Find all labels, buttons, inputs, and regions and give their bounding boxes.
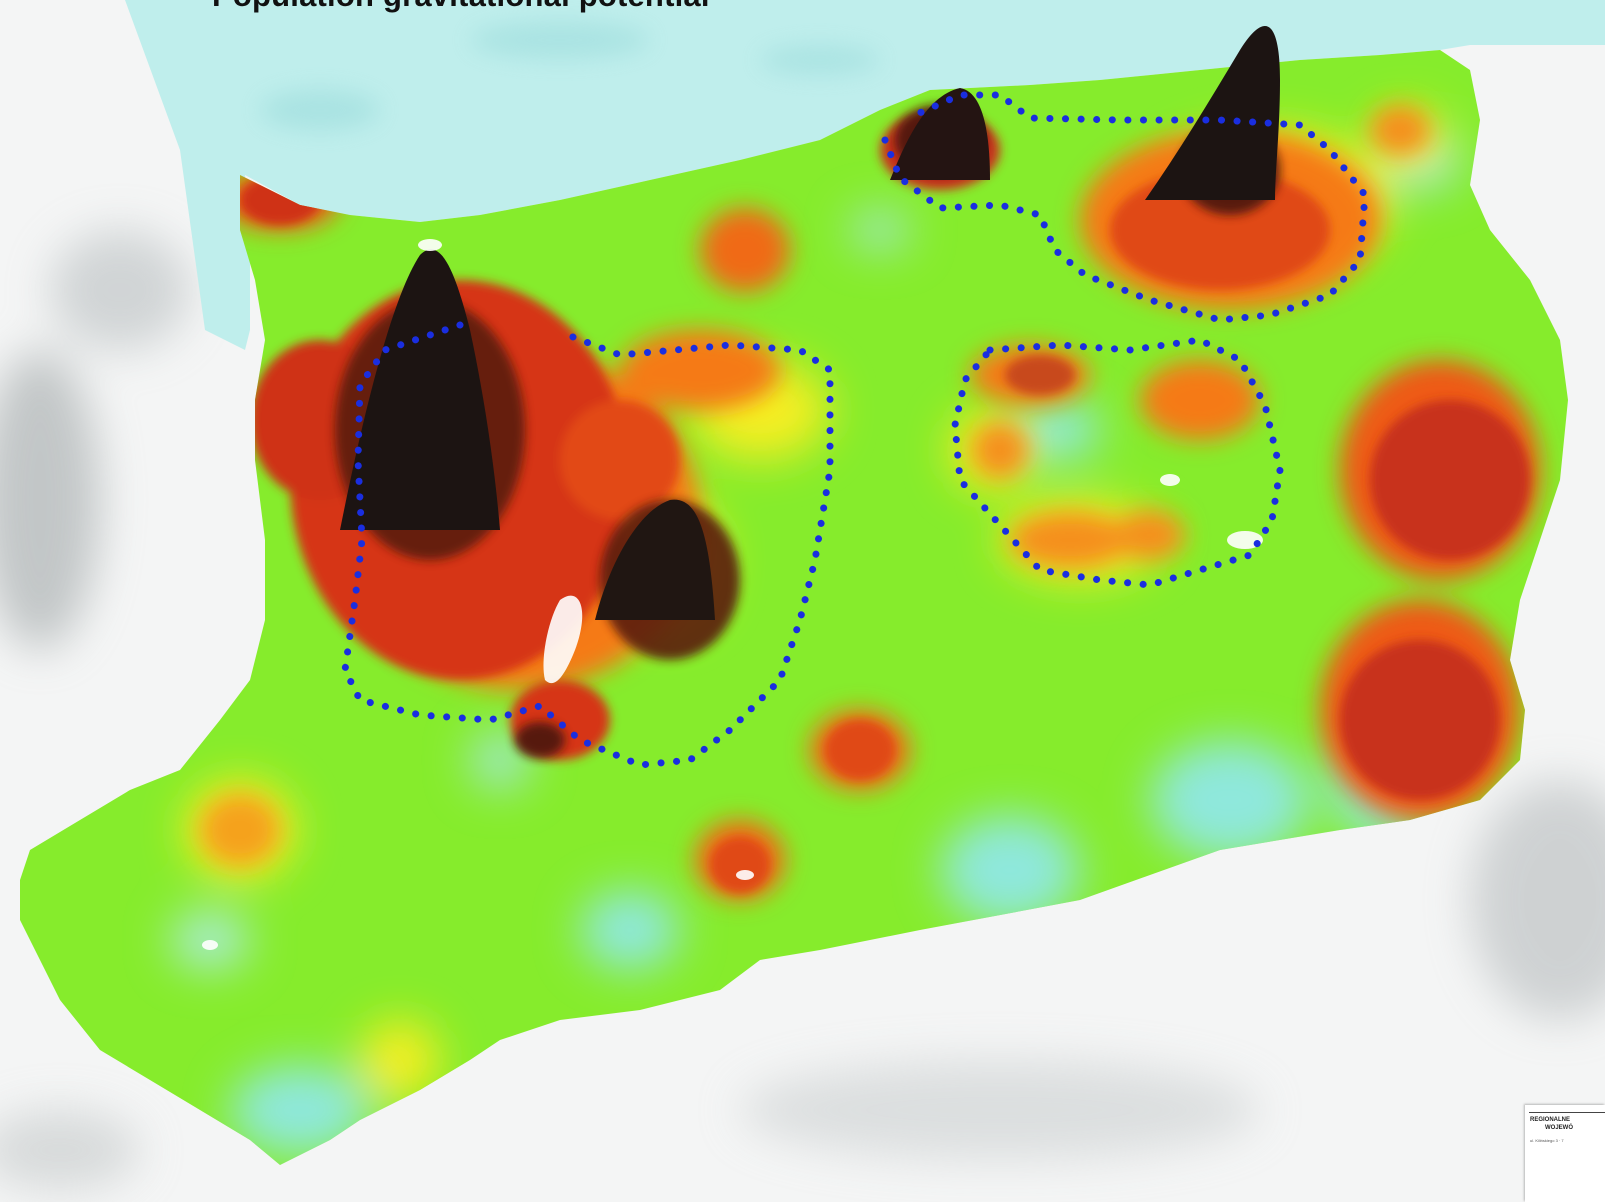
outline-region-west	[341, 321, 834, 769]
institution-stamp: REGIONALNE WOJEWÓ ul. Kilińskiego 3 · 7	[1525, 1105, 1605, 1202]
outline-region-east	[951, 336, 1284, 589]
stamp-line-1: REGIONALNE	[1530, 1117, 1571, 1123]
map-title: Population gravitational potential	[212, 0, 710, 14]
stamp-line-2: WOJEWÓ	[1545, 1125, 1573, 1131]
peak-spikes	[340, 26, 1280, 620]
stamp-line-3: ul. Kilińskiego 3 · 7	[1530, 1138, 1564, 1143]
stamp-rule	[1529, 1112, 1605, 1113]
